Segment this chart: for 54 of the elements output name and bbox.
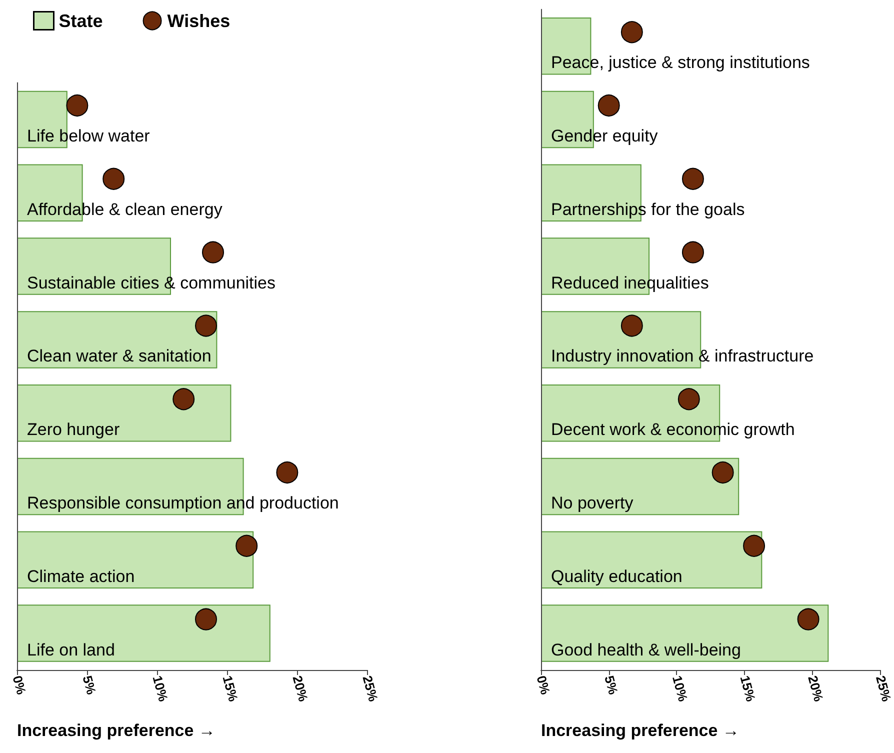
y-tick-label: Clean water & sanitation <box>27 346 212 366</box>
point <box>743 534 766 557</box>
x-tick-label: 5% <box>602 674 622 697</box>
y-tick-label: Partnerships for the goals <box>551 200 745 219</box>
point <box>620 314 643 337</box>
x-tick-label: 15% <box>737 674 759 704</box>
bar <box>541 604 829 662</box>
y-tick-label: Zero hunger <box>27 420 120 440</box>
y-tick-label: Quality education <box>551 566 682 586</box>
y-tick-label: Responsible consumption and production <box>27 494 339 512</box>
y-tick-label: Climate action <box>27 566 135 586</box>
point <box>682 168 704 190</box>
y-tick-label: Sustainable cities & communities <box>27 273 276 292</box>
point <box>202 241 224 264</box>
point <box>276 462 298 484</box>
legend-label: Wishes <box>167 10 230 31</box>
x-tick-label: 20% <box>805 674 826 704</box>
bar <box>541 458 740 516</box>
point <box>678 388 700 410</box>
point <box>236 534 258 557</box>
x-tick-label: 20% <box>290 674 312 704</box>
y-tick-label: Decent work & economic growth <box>551 420 795 440</box>
point <box>598 94 620 116</box>
x-tick-label: 0% <box>10 674 30 697</box>
point <box>195 608 217 630</box>
legend-label: State <box>58 10 103 31</box>
point <box>66 94 88 116</box>
x-tick-label: 25% <box>360 674 382 704</box>
y-tick-label: Life on land <box>27 640 115 660</box>
point <box>797 608 820 630</box>
point <box>682 241 704 264</box>
point <box>712 462 734 484</box>
y-tick-label: Gender equity <box>551 126 658 146</box>
point <box>195 314 217 337</box>
x-tick-label: 0% <box>534 674 554 697</box>
y-tick-label: Peace, justice & strong institutions <box>551 53 810 72</box>
point <box>172 388 195 410</box>
x-tick-label: 10% <box>150 674 172 704</box>
x-tick-label: 25% <box>872 674 894 704</box>
bar <box>17 311 218 368</box>
bar <box>17 604 270 662</box>
y-tick-label: Affordable & clean energy <box>27 200 223 219</box>
bar <box>17 384 232 442</box>
point <box>620 21 643 44</box>
bar <box>17 531 254 589</box>
y-tick-label: Good health & well-being <box>551 640 741 660</box>
bar <box>541 531 762 589</box>
x-tick-label: 5% <box>80 674 100 697</box>
x-axis-title: Increasing preference → <box>17 721 216 740</box>
x-axis-title: Increasing preference → <box>541 721 740 740</box>
y-tick-label: No poverty <box>551 494 634 512</box>
x-tick-label: 15% <box>220 674 242 704</box>
point <box>102 168 125 190</box>
x-tick-label: 10% <box>669 674 691 704</box>
